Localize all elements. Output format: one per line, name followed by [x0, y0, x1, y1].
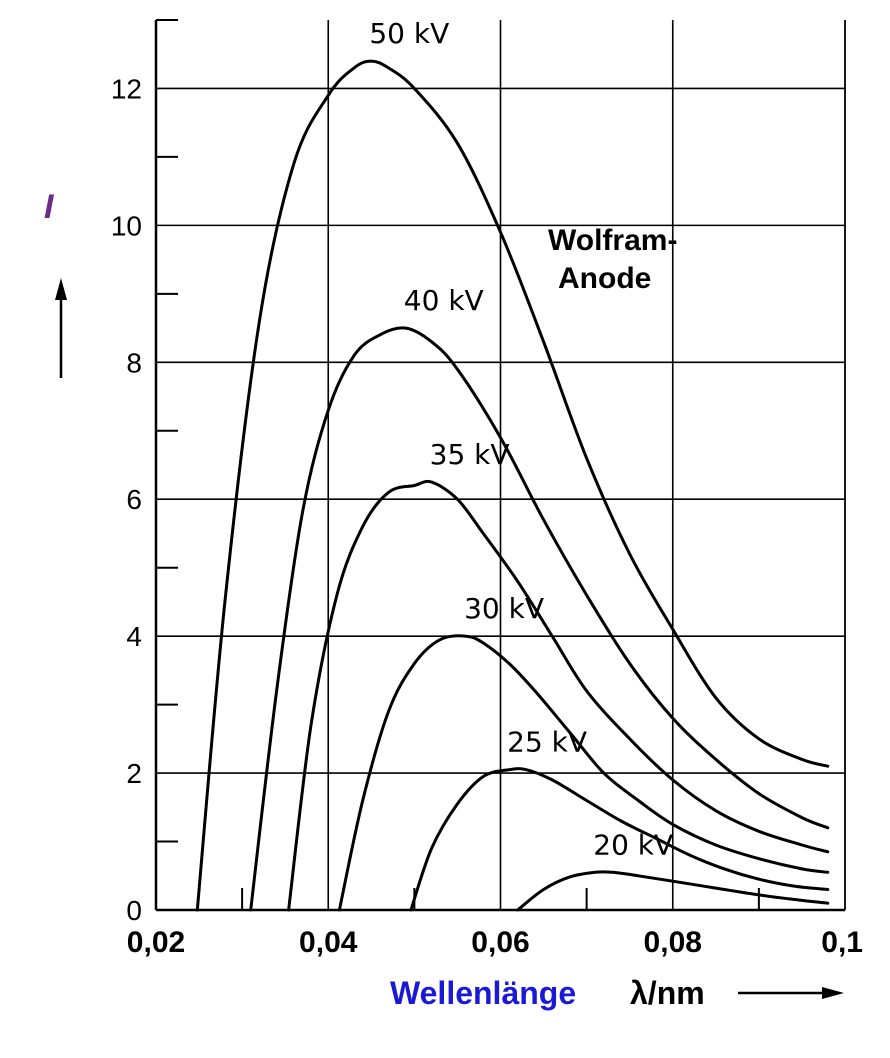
y-axis-arrow: [55, 278, 67, 378]
x-axis-unit: λ/nm: [630, 975, 705, 1011]
series-label: 40 kV: [404, 284, 484, 317]
series-line-50kv: [195, 59, 830, 912]
series-labels: 50 kV 40 kV 35 kV 30 kV 25 kV 20 kV: [369, 17, 673, 861]
y-axis-label: I: [44, 188, 55, 226]
y-tick-label: 6: [126, 484, 142, 515]
x-tick-label: 0,02: [127, 926, 185, 959]
series-label: 20 kV: [593, 828, 673, 861]
annotation-line-1: Wolfram-: [548, 224, 677, 257]
series-line-40kv: [249, 326, 830, 912]
y-tick-label: 12: [111, 73, 142, 104]
series-line-35kv: [287, 479, 830, 912]
minor-ticks: [156, 19, 760, 910]
series-label: 50 kV: [369, 17, 449, 50]
y-tick-labels: 0 2 4 6 8 10 12: [111, 73, 142, 926]
y-tick-label: 0: [126, 895, 142, 926]
x-tick-labels: 0,02 0,04 0,06 0,08 0,1: [127, 926, 863, 959]
x-tick-label: 0,1: [821, 926, 863, 959]
series-line-20kv: [516, 870, 830, 912]
grid: [154, 20, 846, 912]
series-label: 25 kV: [507, 726, 587, 759]
y-tick-label: 2: [126, 758, 142, 789]
y-tick-label: 8: [126, 347, 142, 378]
x-tick-label: 0,08: [644, 926, 702, 959]
x-tick-label: 0,04: [299, 926, 358, 959]
x-axis-label: Wellenlänge: [390, 975, 576, 1011]
x-axis-arrow: [738, 987, 844, 999]
y-tick-label: 4: [126, 621, 142, 652]
series-label: 35 kV: [430, 438, 510, 471]
series-lines: [195, 59, 830, 912]
x-tick-label: 0,06: [471, 926, 529, 959]
series-label: 30 kV: [464, 592, 544, 625]
series-line-25kv: [409, 767, 830, 912]
y-tick-label: 10: [111, 210, 142, 241]
annotation-line-2: Anode: [558, 262, 651, 295]
series-line-30kv: [337, 634, 830, 912]
